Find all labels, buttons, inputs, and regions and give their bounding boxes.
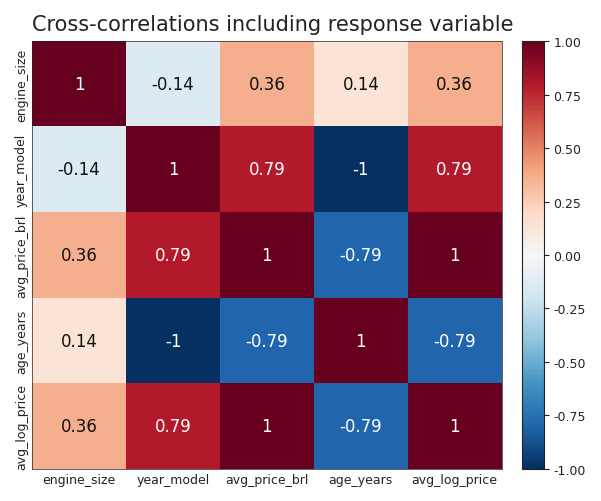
Text: 1: 1 — [261, 417, 272, 435]
Text: 0.36: 0.36 — [61, 246, 97, 265]
Text: 1: 1 — [450, 246, 460, 265]
Text: 0.36: 0.36 — [61, 417, 97, 435]
Text: 0.14: 0.14 — [343, 76, 379, 94]
Text: -1: -1 — [165, 332, 182, 350]
Text: 0.79: 0.79 — [154, 246, 191, 265]
Text: 0.79: 0.79 — [249, 161, 285, 179]
Text: -0.14: -0.14 — [151, 76, 194, 94]
Text: -0.79: -0.79 — [433, 332, 476, 350]
Text: 1: 1 — [261, 246, 272, 265]
Text: Cross-correlations including response variable: Cross-correlations including response va… — [32, 15, 514, 35]
Text: 1: 1 — [356, 332, 366, 350]
Text: -0.79: -0.79 — [340, 417, 382, 435]
Text: -0.79: -0.79 — [340, 246, 382, 265]
Text: 0.79: 0.79 — [436, 161, 473, 179]
Text: 0.79: 0.79 — [154, 417, 191, 435]
Text: 0.36: 0.36 — [436, 76, 473, 94]
Text: -1: -1 — [353, 161, 369, 179]
Text: -0.14: -0.14 — [58, 161, 100, 179]
Text: 0.14: 0.14 — [61, 332, 97, 350]
Text: 1: 1 — [168, 161, 178, 179]
Text: 1: 1 — [450, 417, 460, 435]
Text: 1: 1 — [74, 76, 84, 94]
Text: -0.79: -0.79 — [246, 332, 288, 350]
Text: 0.36: 0.36 — [248, 76, 285, 94]
